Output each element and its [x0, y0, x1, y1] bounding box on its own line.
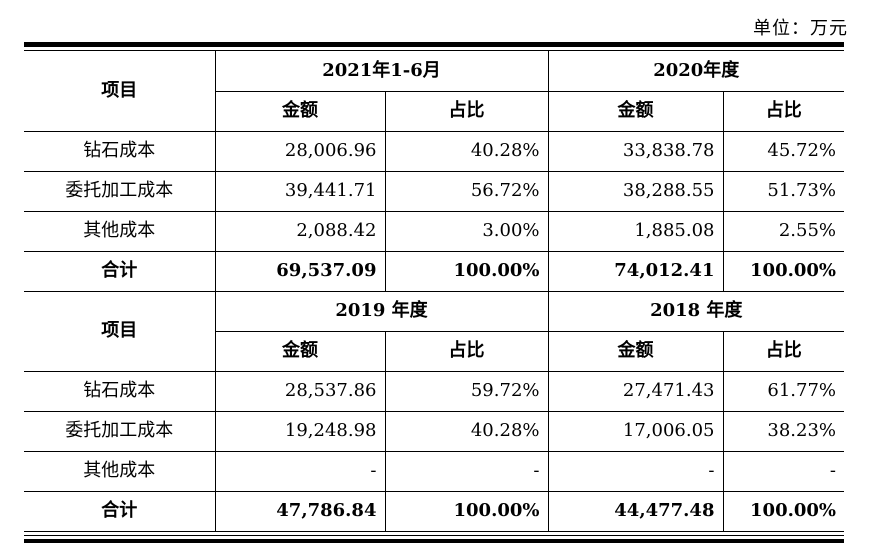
table-row: 其他成本 2,088.42 3.00% 1,885.08 2.55% — [24, 210, 845, 252]
ratio-cell: 56.72% — [384, 170, 549, 212]
period-header: 2019 年度 — [214, 290, 549, 332]
ratio-header: 占比 — [384, 90, 549, 132]
row-label: 其他成本 — [24, 450, 216, 492]
total-label: 合计 — [24, 250, 216, 292]
total-ratio: 100.00% — [722, 490, 845, 532]
ratio-cell: 38.23% — [722, 410, 845, 452]
ratio-cell: - — [384, 450, 549, 492]
ratio-cell: 40.28% — [384, 130, 549, 172]
total-ratio: 100.00% — [722, 250, 845, 292]
ratio-cell: 59.72% — [384, 370, 549, 412]
ratio-cell: 61.77% — [722, 370, 845, 412]
bottom-thick-rule — [24, 539, 844, 543]
item-header: 项目 — [24, 51, 216, 132]
row-label: 其他成本 — [24, 210, 216, 252]
period-header: 2020年度 — [547, 51, 845, 92]
row-label: 钻石成本 — [24, 130, 216, 172]
bottom-thin-rule — [24, 535, 844, 536]
period-header: 2021年1-6月 — [214, 51, 549, 92]
ratio-cell: 45.72% — [722, 130, 845, 172]
amount-header: 金额 — [215, 330, 386, 372]
amount-cell: 28,006.96 — [214, 130, 386, 172]
row-label: 钻石成本 — [24, 370, 216, 412]
row-label: 委托加工成本 — [24, 170, 216, 212]
amount-cell: 1,885.08 — [547, 210, 724, 252]
ratio-header: 占比 — [384, 330, 549, 372]
table-row: 委托加工成本 39,441.71 56.72% 38,288.55 51.73% — [24, 170, 845, 212]
section-1-subheader-row: 金额 占比 金额 占比 — [24, 90, 845, 132]
total-amount: 74,012.41 — [547, 250, 724, 292]
ratio-cell: - — [722, 450, 845, 492]
table-row: 其他成本 - - - - — [24, 450, 845, 492]
section-2-header-row: 项目 2019 年度 2018 年度 — [24, 290, 845, 372]
top-thick-rule — [24, 42, 844, 47]
total-ratio: 100.00% — [384, 490, 549, 532]
cost-breakdown-table: 项目 2021年1-6月 2020年度 金额 占比 金额 占比 钻石成本 28,… — [24, 51, 845, 532]
table-row: 钻石成本 28,006.96 40.28% 33,838.78 45.72% — [24, 130, 845, 172]
ratio-cell: 3.00% — [384, 210, 549, 252]
ratio-cell: 2.55% — [722, 210, 845, 252]
period-header: 2018 年度 — [547, 290, 845, 332]
ratio-header: 占比 — [722, 90, 845, 132]
top-thin-rule — [24, 50, 844, 51]
total-amount: 44,477.48 — [547, 490, 724, 532]
ratio-header: 占比 — [722, 330, 845, 372]
item-header: 项目 — [24, 290, 216, 372]
amount-cell: 17,006.05 — [547, 410, 724, 452]
total-ratio: 100.00% — [384, 250, 549, 292]
amount-header: 金额 — [547, 330, 724, 372]
amount-cell: 39,441.71 — [214, 170, 386, 212]
amount-header: 金额 — [547, 90, 724, 132]
total-label: 合计 — [24, 490, 216, 532]
unit-label: 单位：万元 — [753, 18, 848, 39]
total-row: 合计 69,537.09 100.00% 74,012.41 100.00% — [24, 250, 845, 292]
section-1-header-row: 项目 2021年1-6月 2020年度 — [24, 51, 845, 132]
ratio-cell: 51.73% — [722, 170, 845, 212]
table-row: 委托加工成本 19,248.98 40.28% 17,006.05 38.23% — [24, 410, 845, 452]
amount-cell: - — [214, 450, 386, 492]
row-label: 委托加工成本 — [24, 410, 216, 452]
total-amount: 47,786.84 — [214, 490, 386, 532]
amount-cell: 38,288.55 — [547, 170, 724, 212]
amount-cell: - — [547, 450, 724, 492]
table-row: 钻石成本 28,537.86 59.72% 27,471.43 61.77% — [24, 370, 845, 412]
amount-cell: 33,838.78 — [547, 130, 724, 172]
amount-cell: 19,248.98 — [214, 410, 386, 452]
total-row: 合计 47,786.84 100.00% 44,477.48 100.00% — [24, 490, 845, 532]
ratio-cell: 40.28% — [384, 410, 549, 452]
amount-header: 金额 — [215, 90, 386, 132]
amount-cell: 28,537.86 — [214, 370, 386, 412]
amount-cell: 27,471.43 — [547, 370, 724, 412]
amount-cell: 2,088.42 — [214, 210, 386, 252]
total-amount: 69,537.09 — [214, 250, 386, 292]
